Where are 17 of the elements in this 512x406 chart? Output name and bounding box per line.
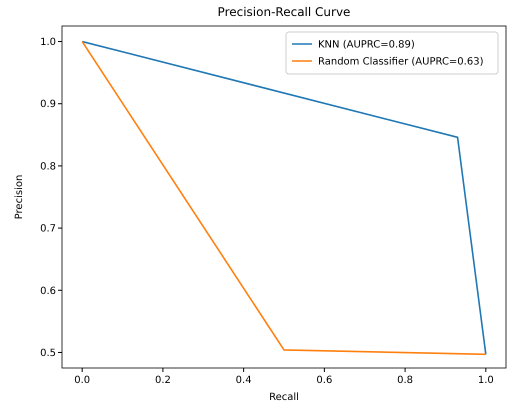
x-tick-label: 0.0 <box>74 375 90 386</box>
y-axis-title: Precision <box>14 174 25 220</box>
y-tick-label: 0.9 <box>40 99 56 110</box>
chart-title: Precision-Recall Curve <box>218 5 350 19</box>
legend-label: Random Classifier (AUPRC=0.63) <box>318 56 484 68</box>
x-tick-label: 0.6 <box>316 375 332 386</box>
y-tick-label: 0.5 <box>40 348 56 359</box>
x-tick-label: 1.0 <box>478 375 494 386</box>
y-tick-label: 1.0 <box>40 37 56 48</box>
y-tick-label: 0.7 <box>40 224 56 235</box>
y-tick-label: 0.8 <box>40 161 56 172</box>
x-tick-label: 0.4 <box>236 375 252 386</box>
y-tick-label: 0.6 <box>40 286 56 297</box>
x-axis-title: Recall <box>269 392 299 403</box>
legend-label: KNN (AUPRC=0.89) <box>318 40 415 50</box>
x-tick-label: 0.2 <box>154 375 171 386</box>
x-tick-label: 0.8 <box>397 375 414 386</box>
